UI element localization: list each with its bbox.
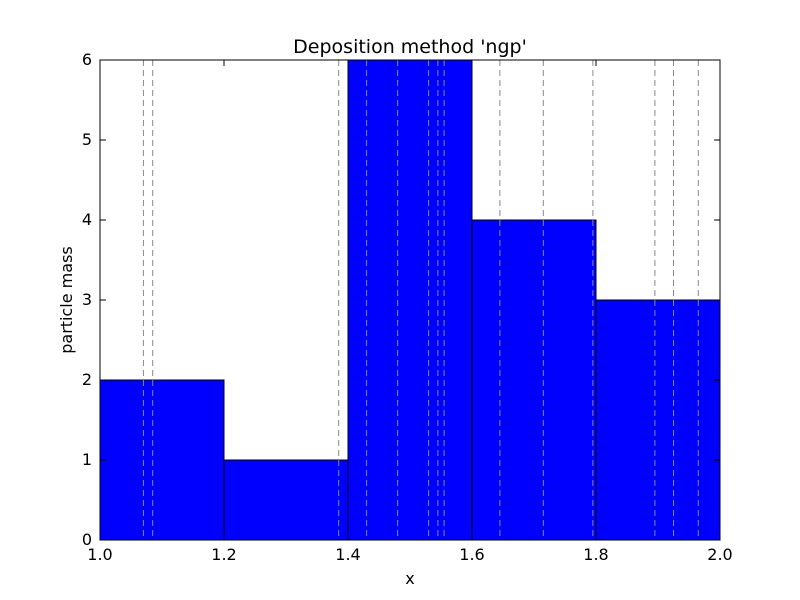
histogram-bar-3 [471,219,597,541]
y-tick-label-4: 4 [82,210,92,229]
histogram-bar-1 [223,459,349,541]
x-tick-label-4: 1.8 [583,545,608,564]
y-tick-label-0: 0 [82,530,92,549]
y-axis-label: particle mass [57,246,76,354]
y-tick-label-3: 3 [82,290,92,309]
x-tick-label-2: 1.4 [335,545,360,564]
y-tick-label-6: 6 [82,50,92,69]
y-tick-label-1: 1 [82,450,92,469]
y-tick-label-2: 2 [82,370,92,389]
x-tick-label-3: 1.6 [459,545,484,564]
histogram-bar-4 [595,299,721,541]
ticks-layer: 1.0 1.2 1.4 1.6 1.8 2.0 0 1 2 3 4 5 6 [82,50,733,564]
histogram-bar-2 [347,59,473,541]
x-tick-label-1: 1.2 [211,545,236,564]
x-tick-label-0: 1.0 [87,545,112,564]
chart-title: Deposition method 'ngp' [293,36,527,58]
particle-lines-layer [142,60,699,540]
bars-layer [99,59,721,541]
y-tick-label-5: 5 [82,130,92,149]
x-axis-label: x [405,569,414,588]
histogram-bar-0 [99,379,225,541]
x-tick-label-5: 2.0 [707,545,732,564]
